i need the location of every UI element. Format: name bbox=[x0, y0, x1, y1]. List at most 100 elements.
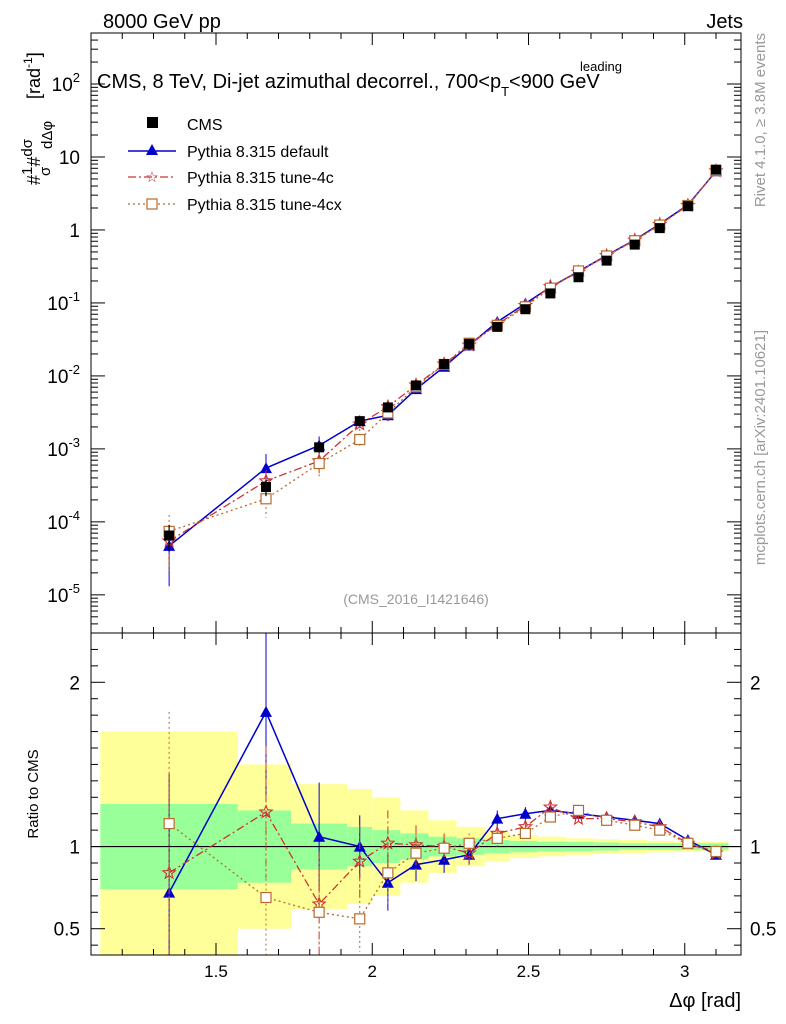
ratio-series-marker-2 bbox=[544, 811, 556, 823]
main-series-marker-2 bbox=[313, 457, 325, 470]
cms-data-point bbox=[520, 304, 531, 315]
legend-cms-marker bbox=[147, 117, 158, 128]
ratio-y-tick-label: 0.5 bbox=[54, 920, 80, 941]
cms-data-point bbox=[654, 223, 665, 234]
cms-data-point bbox=[601, 255, 612, 266]
ratio-series-marker-0 bbox=[438, 853, 451, 865]
ratio-series-marker-2 bbox=[682, 837, 694, 849]
y-tick-label: 10-1 bbox=[47, 289, 80, 315]
cms-data-point bbox=[411, 380, 421, 391]
main-series-marker-2 bbox=[354, 433, 366, 446]
svg-text:dΔφ: dΔφ bbox=[39, 121, 56, 149]
ratio-panel bbox=[91, 633, 741, 955]
y-tick-label: 1 bbox=[69, 221, 80, 242]
cms-data-point bbox=[682, 201, 693, 212]
x-tick-label: 1.5 bbox=[204, 962, 228, 981]
y-tick-label: 10 bbox=[59, 148, 80, 169]
y-tick-label: 10-3 bbox=[47, 435, 80, 461]
legend-cms-label: CMS bbox=[187, 117, 223, 134]
ratio-series-marker-2 bbox=[519, 827, 531, 840]
ratio-y-tick-label-right: 2 bbox=[750, 673, 761, 694]
legend: CMS Pythia 8.315 default ☆ Pythia 8.315 … bbox=[128, 117, 342, 214]
cms-data-point bbox=[439, 359, 450, 370]
legend-tune4cx-marker bbox=[146, 198, 158, 210]
cms-data-point bbox=[464, 338, 475, 349]
analysis-watermark: (CMS_2016_I1421646) bbox=[343, 591, 489, 607]
ratio-series-marker-2 bbox=[163, 817, 175, 830]
ratio-y-tick-label-right: 0.5 bbox=[750, 920, 776, 941]
x-tick-label: 2.5 bbox=[517, 962, 541, 981]
svg-text:[rad-1]: [rad-1] bbox=[21, 52, 44, 99]
y-tick-label: 10-4 bbox=[47, 508, 80, 534]
x-tick-label: 3 bbox=[680, 962, 689, 981]
ratio-series-marker-2 bbox=[313, 906, 325, 918]
main-y-axis-label: #1#dσ σ dΔφ [rad-1] bbox=[19, 52, 56, 185]
chart-title-sub: T bbox=[501, 84, 509, 99]
x-axis-label: Δφ [rad] bbox=[669, 990, 741, 1012]
ylabel-hash2: # bbox=[24, 157, 44, 167]
ratio-series-marker-1 bbox=[542, 799, 559, 814]
ratio-series-marker-2 bbox=[410, 847, 422, 859]
cms-data-point bbox=[629, 239, 640, 250]
ylabel-unit-exp: -1 bbox=[21, 57, 35, 68]
cms-data-point bbox=[314, 442, 325, 453]
ratio-series-marker-1 bbox=[570, 810, 587, 826]
cms-data-point bbox=[545, 288, 556, 299]
ratio-series-marker-2 bbox=[463, 837, 475, 849]
ratio-series-line-1 bbox=[168, 806, 717, 906]
cms-data-point bbox=[711, 164, 721, 175]
cms-data-point bbox=[354, 416, 365, 427]
chart-title: CMS, 8 TeV, Di-jet azimuthal decorrel., … bbox=[97, 71, 600, 99]
ratio-series-marker-2 bbox=[260, 891, 272, 904]
legend-tune4c-marker: ☆ bbox=[145, 169, 158, 186]
chart-title-main: CMS, 8 TeV, Di-jet azimuthal decorrel., … bbox=[97, 71, 501, 93]
rivet-version-label: Rivet 4.1.0, ≥ 3.8M events bbox=[752, 33, 769, 207]
ratio-y-tick-label-right: 1 bbox=[750, 838, 761, 859]
ylabel-dsigma: dσ bbox=[19, 138, 36, 156]
ratio-series-marker-2 bbox=[572, 804, 585, 817]
ratio-y-axis-label: Ratio to CMS bbox=[25, 749, 42, 838]
svg-text:σ: σ bbox=[37, 166, 54, 176]
ylabel-sigma: σ bbox=[37, 166, 54, 176]
cms-data-point bbox=[382, 402, 393, 413]
ratio-series-marker-2 bbox=[629, 819, 641, 831]
ratio-series-marker-1 bbox=[352, 853, 368, 868]
header-jets-label: Jets bbox=[706, 11, 743, 33]
ratio-series-marker-0 bbox=[260, 705, 272, 717]
ratio-series-marker-2 bbox=[710, 845, 722, 858]
ylabel-hash1: # bbox=[24, 175, 44, 185]
ratio-plot-frame bbox=[90, 632, 742, 956]
y-tick-label: 10-5 bbox=[47, 581, 80, 607]
ratio-series-marker-2 bbox=[601, 814, 613, 826]
ratio-y-tick-label: 2 bbox=[69, 673, 80, 694]
cms-data-point bbox=[492, 321, 503, 332]
mcplots-label: mcplots.cern.ch [arXiv:2401.10621] bbox=[752, 330, 769, 565]
ratio-series-marker-0 bbox=[491, 812, 504, 824]
ylabel-unit-close: ] bbox=[24, 52, 44, 57]
ratio-series-marker-2 bbox=[382, 867, 394, 879]
chart-title-sup: leading bbox=[580, 59, 622, 74]
ratio-series-marker-1 bbox=[380, 835, 396, 850]
ylabel-one: 1 bbox=[19, 167, 36, 175]
legend-tune4c-label: Pythia 8.315 tune-4c bbox=[187, 170, 334, 187]
ratio-series-marker-1 bbox=[161, 864, 177, 880]
y-tick-label: 10-2 bbox=[47, 362, 80, 388]
ratio-series-marker-2 bbox=[654, 824, 666, 836]
ylabel-dphi: dΔφ bbox=[39, 121, 56, 149]
ratio-series-marker-2 bbox=[438, 842, 450, 854]
ratio-series-marker-1 bbox=[461, 845, 477, 860]
cms-data-point bbox=[573, 272, 584, 283]
ratio-series-marker-0 bbox=[313, 830, 326, 842]
cms-data-point bbox=[164, 530, 175, 541]
ratio-series-marker-0 bbox=[519, 807, 532, 819]
main-panel bbox=[161, 162, 724, 587]
ratio-series-marker-2 bbox=[354, 913, 366, 925]
ratio-series-marker-1 bbox=[258, 804, 274, 819]
chart-title-tail: <900 GeV bbox=[509, 71, 600, 93]
main-series-marker-0 bbox=[260, 462, 272, 474]
ratio-series-marker-2 bbox=[491, 832, 503, 844]
cms-data-point bbox=[261, 482, 271, 493]
main-series-line-1 bbox=[168, 170, 717, 542]
legend-tune4cx-label: Pythia 8.315 tune-4cx bbox=[187, 197, 342, 214]
